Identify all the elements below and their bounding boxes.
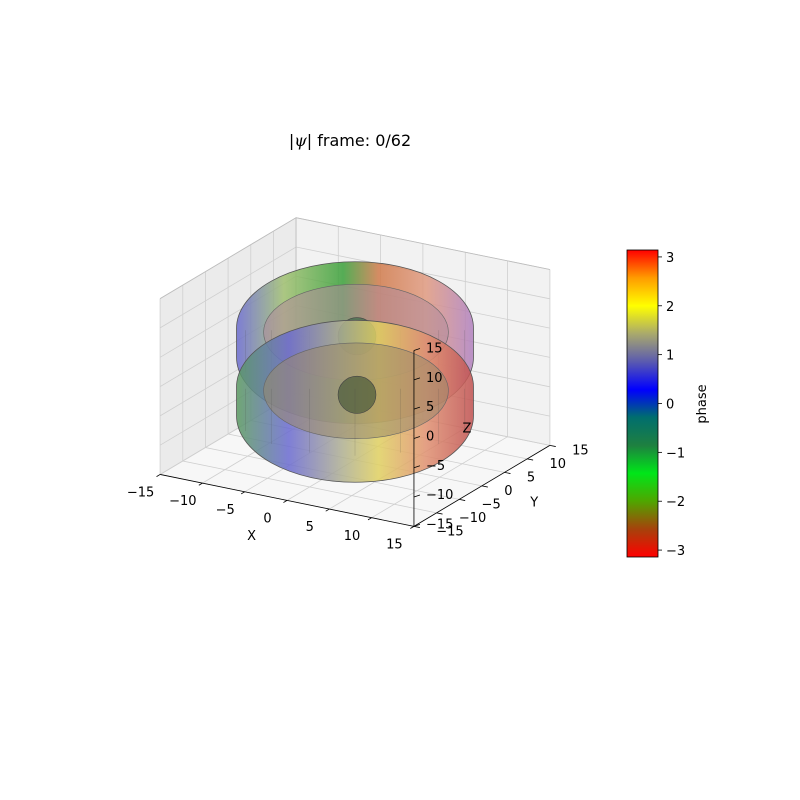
z-tick bbox=[413, 377, 421, 381]
chart-title: |ψ| frame: 0/62 bbox=[0, 131, 700, 150]
title-suffix: | frame: 0/62 bbox=[306, 131, 412, 150]
colorbar-tick-label: −1 bbox=[666, 446, 685, 461]
z-tick-label: 10 bbox=[426, 371, 443, 386]
z-axis-label: Z bbox=[462, 421, 471, 436]
y-tick bbox=[481, 485, 488, 488]
y-tick bbox=[549, 444, 556, 447]
y-tick-label: −15 bbox=[436, 525, 463, 540]
y-tick-label: −10 bbox=[459, 511, 486, 526]
x-tick bbox=[283, 500, 288, 503]
colorbar-label: phase bbox=[695, 384, 710, 423]
y-tick bbox=[413, 525, 420, 528]
x-tick-label: 15 bbox=[386, 537, 403, 552]
z-tick-label: −10 bbox=[426, 488, 453, 503]
z-tick bbox=[413, 523, 421, 527]
colorbar-gradient bbox=[626, 249, 659, 558]
z-tick-label: −5 bbox=[426, 459, 445, 474]
x-tick-label: −5 bbox=[216, 503, 235, 518]
x-tick bbox=[198, 482, 203, 486]
x-tick bbox=[410, 526, 415, 529]
z-tick bbox=[413, 406, 421, 410]
z-tick-label: 15 bbox=[426, 342, 443, 357]
colorbar-tick-label: 0 bbox=[666, 398, 674, 413]
y-tick-label: 5 bbox=[527, 471, 535, 486]
colorbar: −3 −2 −1 0 1 2 3 phase bbox=[626, 249, 710, 559]
x-axis-label: X bbox=[247, 529, 256, 544]
colorbar-tick-label: 2 bbox=[666, 300, 674, 315]
torus-hole bbox=[337, 375, 377, 414]
z-tick-label: −15 bbox=[426, 517, 453, 532]
z-tick bbox=[413, 348, 421, 351]
title-psi-symbol: ψ bbox=[294, 131, 307, 150]
x-tick bbox=[367, 517, 372, 521]
x-tick-label: −15 bbox=[127, 486, 154, 501]
x-tick-label: 5 bbox=[306, 520, 314, 535]
y-tick-label: 10 bbox=[550, 457, 567, 472]
y-tick-label: −5 bbox=[482, 498, 501, 513]
z-tick-label: 5 bbox=[426, 400, 434, 415]
colorbar-tick-label: 1 bbox=[666, 349, 674, 364]
z-tick bbox=[413, 494, 421, 498]
colorbar-tick-label: −3 bbox=[666, 544, 685, 559]
title-prefix: | bbox=[288, 131, 295, 150]
y-tick-label: 0 bbox=[504, 484, 512, 499]
y-axis-label: Y bbox=[529, 496, 538, 511]
y-tick bbox=[504, 471, 511, 474]
z-tick bbox=[413, 465, 421, 469]
y-tick-label: 15 bbox=[572, 444, 589, 459]
x-tick-label: 10 bbox=[344, 529, 361, 544]
x-tick bbox=[156, 474, 161, 477]
y-tick bbox=[459, 498, 466, 501]
y-tick bbox=[527, 458, 534, 461]
y-tick bbox=[436, 512, 443, 515]
x-tick bbox=[240, 491, 245, 495]
z-tick bbox=[413, 436, 421, 439]
x-tick-label: −10 bbox=[169, 494, 196, 509]
z-tick-label: 0 bbox=[426, 429, 434, 444]
colorbar-tick-label: 3 bbox=[666, 251, 674, 266]
x-tick bbox=[325, 508, 330, 512]
x-tick-label: 0 bbox=[263, 512, 271, 527]
colorbar-tick-label: −2 bbox=[666, 495, 685, 510]
